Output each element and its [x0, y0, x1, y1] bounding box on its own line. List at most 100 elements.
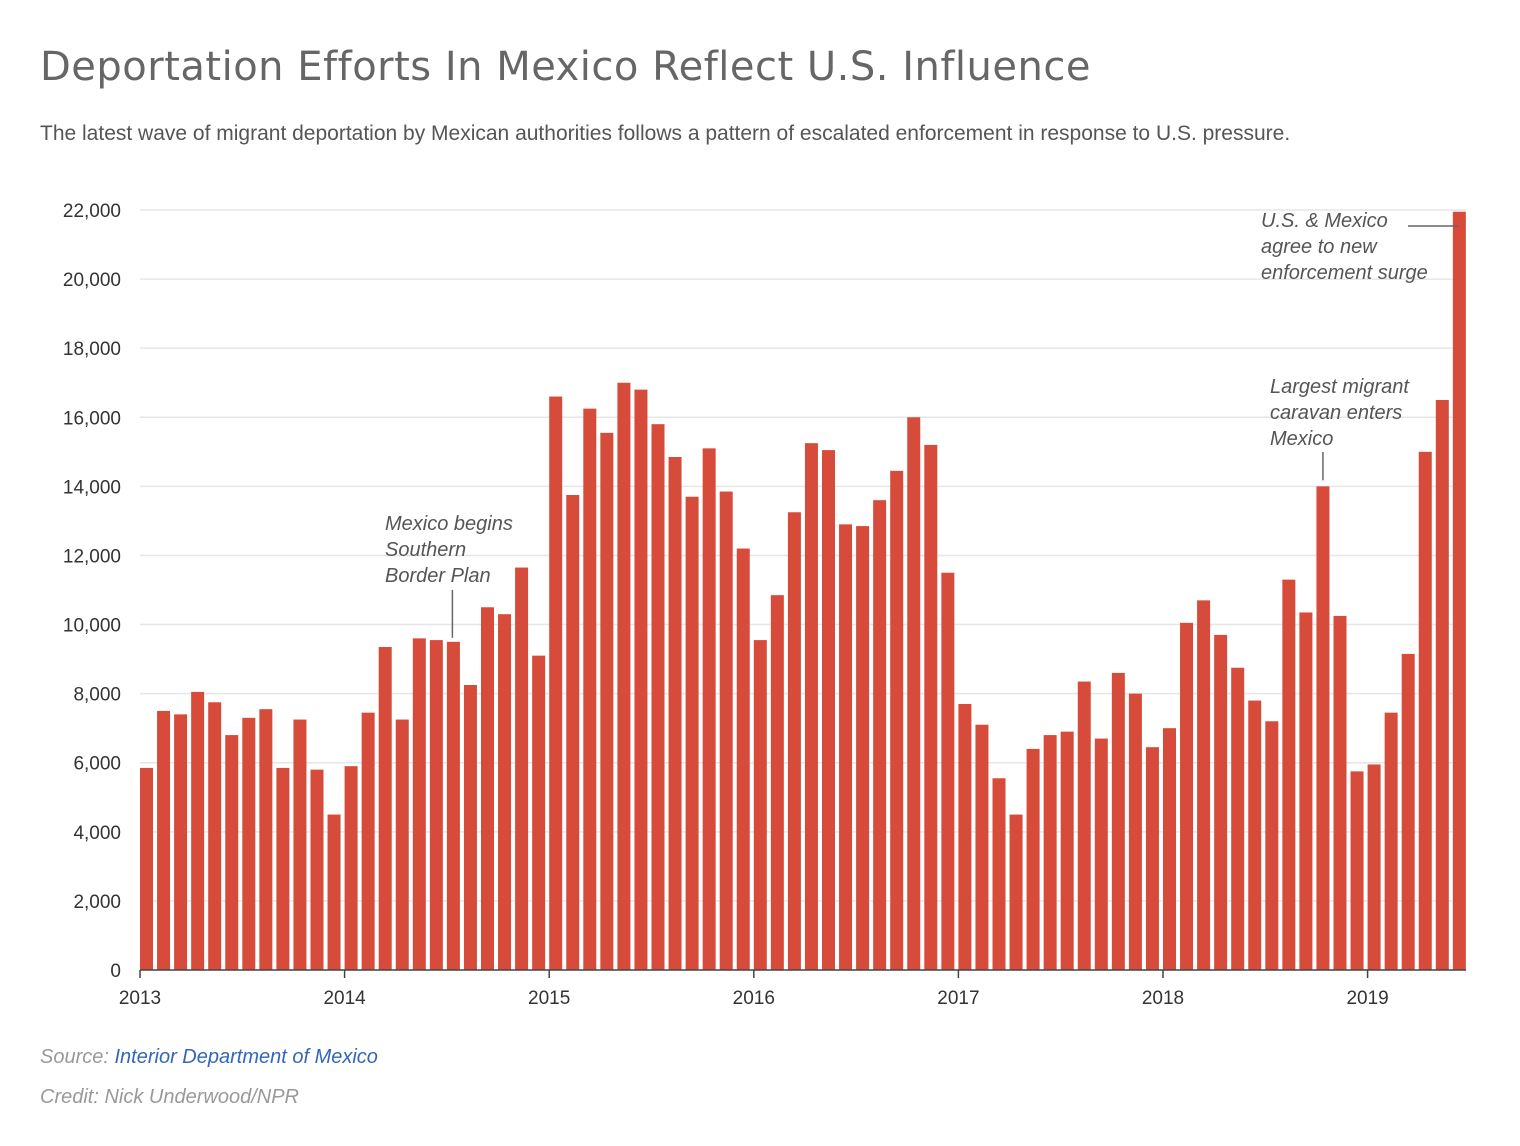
bar: [378, 647, 392, 970]
bar: [1384, 712, 1398, 970]
bar: [515, 567, 529, 970]
bar: [1265, 721, 1279, 970]
bar: [1333, 615, 1347, 970]
credit-line: Credit: Nick Underwood/NPR: [40, 1086, 299, 1108]
bar: [617, 382, 631, 971]
bar: [276, 767, 290, 970]
bar: [259, 709, 273, 970]
chart-title: Deportation Efforts In Mexico Reflect U.…: [40, 44, 1091, 90]
bar: [549, 396, 563, 970]
y-tick-label: 16,000: [63, 408, 121, 429]
bar: [1009, 814, 1023, 970]
bar: [1197, 600, 1211, 970]
annotation-text: agree to new: [1261, 236, 1378, 258]
bar: [1043, 735, 1057, 970]
bar: [1282, 579, 1296, 970]
x-tick-label: 2018: [1142, 988, 1184, 1009]
y-tick-label: 2,000: [73, 892, 121, 913]
bar: [566, 495, 580, 970]
bar: [1350, 771, 1364, 970]
bar: [1401, 653, 1415, 970]
bar: [668, 457, 682, 970]
x-tick-label: 2013: [119, 988, 161, 1009]
bar: [975, 724, 989, 970]
y-tick-label: 20,000: [63, 270, 121, 291]
source-link[interactable]: Interior Department of Mexico: [114, 1046, 378, 1068]
bar: [856, 526, 870, 970]
bar-chart: 0 2,000 4,000 6,000 8,000 10,000 12,000 14,000 1…: [63, 201, 1466, 1009]
y-tick-label: 10,000: [63, 616, 121, 637]
source-line: Source: Interior Department of Mexico: [40, 1046, 378, 1069]
bar: [361, 712, 375, 970]
y-tick-label: 8,000: [73, 685, 121, 706]
x-tick-label: 2019: [1346, 988, 1388, 1009]
bar: [958, 704, 972, 970]
bar: [429, 640, 443, 970]
bar: [753, 640, 767, 970]
bar: [583, 408, 597, 970]
bar: [1180, 622, 1194, 970]
x-tick-label: 2016: [733, 988, 775, 1009]
annotation-text: U.S. & Mexico: [1261, 210, 1388, 232]
bar: [191, 691, 205, 970]
bar: [1145, 747, 1159, 970]
annotation-text: Border Plan: [385, 565, 491, 587]
bar: [327, 814, 341, 970]
bar: [344, 766, 358, 970]
bar: [293, 719, 307, 970]
y-tick-label: 4,000: [73, 823, 121, 844]
annotation-text: Largest migrant: [1270, 376, 1410, 398]
bar: [1316, 486, 1330, 970]
bar: [924, 444, 938, 970]
bar: [532, 655, 546, 970]
bar: [873, 500, 887, 970]
bar: [1452, 211, 1466, 971]
y-tick-label: 12,000: [63, 546, 121, 567]
bar: [157, 710, 171, 970]
bar: [1367, 764, 1381, 970]
bar: [719, 491, 733, 970]
bar: [1231, 667, 1245, 970]
bar: [1111, 672, 1125, 970]
annotation-text: enforcement surge: [1261, 262, 1428, 284]
annotation-text: Mexico: [1270, 428, 1333, 450]
y-tick-label: 22,000: [63, 201, 121, 222]
bar: [1214, 634, 1228, 970]
bar: [736, 548, 750, 970]
chart-subtitle: The latest wave of migrant deportation b…: [40, 122, 1291, 145]
source-label: Source:: [40, 1046, 115, 1068]
bar: [685, 496, 699, 970]
bar: [174, 714, 188, 970]
bar: [395, 719, 409, 970]
bar: [1299, 612, 1313, 970]
bar: [1418, 451, 1432, 970]
bar: [1060, 731, 1074, 970]
bar: [992, 778, 1006, 970]
annotation-text: Southern: [385, 539, 466, 561]
bar: [804, 443, 818, 970]
bar: [634, 389, 648, 970]
bar: [600, 432, 614, 970]
bar: [498, 614, 512, 970]
bar: [941, 572, 955, 970]
bar: [770, 595, 784, 970]
bar: [890, 470, 904, 970]
bar: [140, 767, 153, 970]
bar: [242, 717, 256, 970]
bar: [907, 417, 921, 970]
bar: [463, 685, 477, 970]
bar: [1435, 400, 1449, 970]
bar: [310, 769, 324, 970]
bar: [1248, 700, 1262, 970]
bar: [481, 607, 494, 970]
y-tick-label: 14,000: [63, 477, 121, 498]
bar: [446, 641, 460, 970]
bar: [702, 448, 716, 970]
x-tick-label: 2014: [323, 988, 366, 1009]
bar: [1094, 738, 1108, 970]
y-tick-label: 18,000: [63, 339, 121, 360]
bar: [822, 450, 835, 971]
bar: [225, 735, 239, 970]
bar: [1077, 681, 1091, 970]
bar: [1026, 748, 1040, 970]
